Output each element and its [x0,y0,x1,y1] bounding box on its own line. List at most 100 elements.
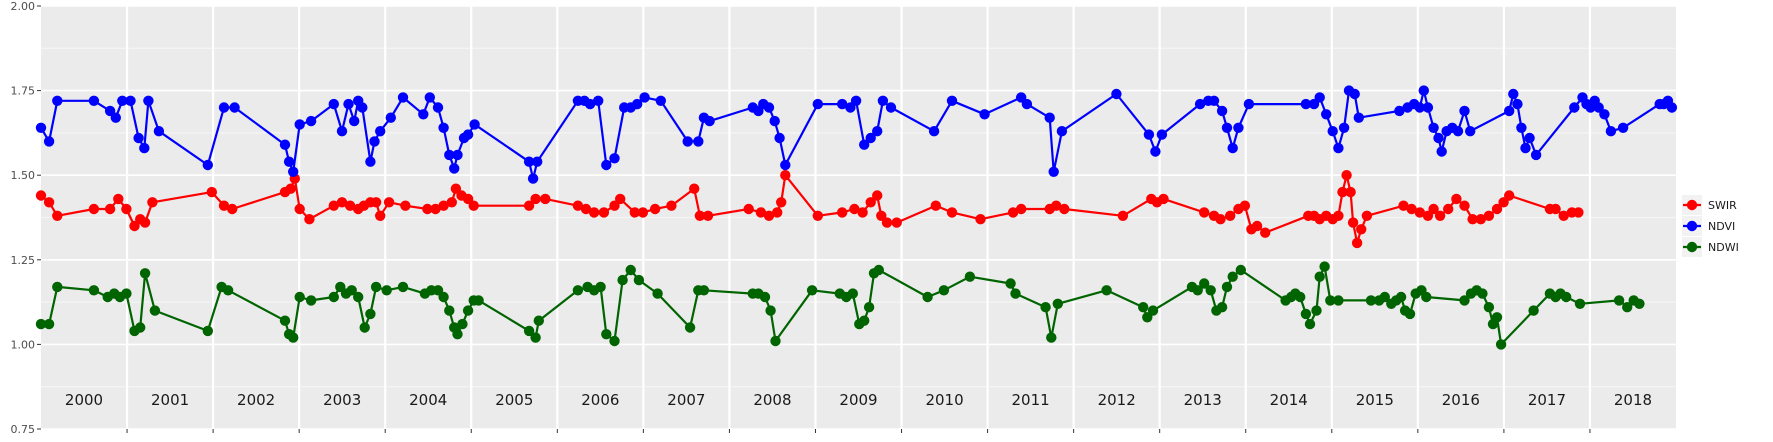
data-point [1421,291,1432,303]
data-point [383,197,395,208]
data-point [922,291,933,303]
data-point [288,332,299,343]
year-label: 2007 [667,391,705,409]
data-point [206,186,217,198]
data-point [928,126,940,137]
data-point [666,200,677,211]
year-label: 2004 [409,391,447,409]
data-point [370,197,382,208]
data-point [1051,200,1062,211]
data-point [1052,298,1064,309]
data-point [872,126,883,137]
legend-label: NDVI [1708,220,1735,233]
data-point [438,291,449,303]
data-point [584,98,596,110]
year-label: 2009 [839,391,877,409]
data-point [533,315,544,326]
data-point [1491,203,1503,215]
data-point [125,95,136,107]
data-point [632,98,643,110]
data-point [52,95,63,107]
data-point [1314,271,1325,282]
data-point [694,210,706,221]
data-point [365,156,376,167]
y-tick-label: 1.00 [11,338,36,351]
data-point [1216,105,1228,117]
data-point [305,115,317,127]
data-point [279,315,291,326]
data-point [850,95,862,107]
data-point [655,95,666,107]
data-point [1243,98,1255,110]
data-point [1341,170,1352,181]
data-point [328,98,339,110]
data-point [1558,210,1569,221]
data-point [1235,264,1247,276]
data-point [1528,305,1539,316]
data-point [1295,291,1306,303]
data-point [444,305,455,316]
data-point [609,153,620,164]
data-point [625,264,636,276]
data-point [305,295,317,306]
data-point [336,126,348,137]
data-point [684,322,696,333]
data-point [693,136,704,147]
data-point [1524,132,1535,144]
data-point [432,102,444,113]
series-ndvi [35,85,1678,184]
data-point [104,105,116,117]
data-point [1404,308,1416,320]
data-point [369,136,380,147]
data-point [1599,109,1610,120]
data-point [1379,291,1391,303]
data-point [780,170,791,181]
data-point [770,335,781,347]
data-point [633,274,645,286]
data-point [1465,126,1476,137]
data-point [540,193,551,205]
data-point [444,149,455,161]
data-point [1512,98,1523,110]
data-point [422,203,433,215]
legend: SWIR NDVI NDWI [1682,195,1739,257]
data-point [598,207,610,218]
data-point [1016,203,1027,215]
data-point [1356,224,1367,235]
data-point [1504,190,1515,201]
data-point [1239,200,1251,211]
data-point [1333,210,1344,221]
data-point [964,271,976,282]
data-point [849,203,860,215]
data-point [595,281,606,293]
data-point [283,156,295,167]
year-label: 2017 [1528,391,1566,409]
data-point [143,95,154,107]
data-point [1434,210,1446,221]
data-point [572,200,584,211]
data-point [865,197,876,208]
data-point [1300,308,1312,320]
data-point [397,281,409,293]
data-point [133,132,144,144]
data-point [359,322,370,333]
data-point [1418,85,1430,96]
data-point [1495,339,1507,350]
data-point [1300,98,1312,110]
data-point [1428,203,1439,215]
data-point [218,102,230,113]
data-point [776,197,787,208]
legend-label: SWIR [1708,199,1737,212]
data-point [1550,203,1561,215]
data-point [462,129,474,140]
data-point [1467,214,1478,225]
data-point [43,197,55,208]
data-point [763,210,775,221]
data-point [1394,105,1405,117]
data-point [629,207,640,218]
data-point [1333,295,1344,306]
data-point [468,200,479,211]
data-point [1311,305,1322,316]
data-point [1349,88,1360,100]
data-point [1573,207,1584,218]
